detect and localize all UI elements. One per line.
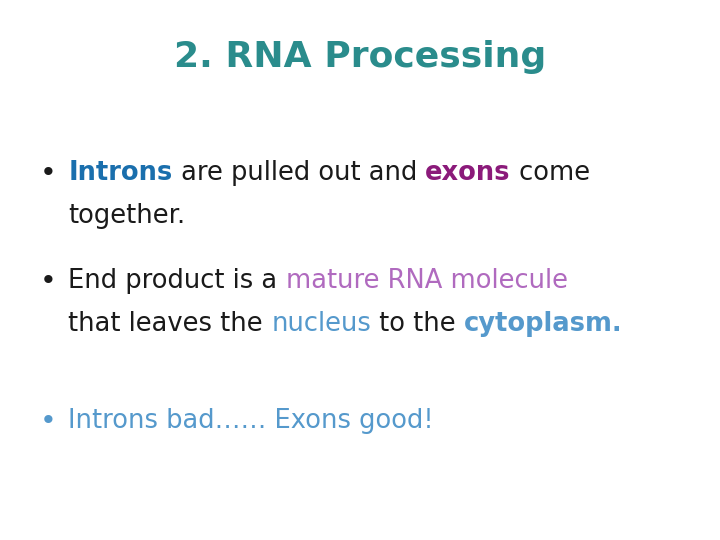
Text: End product is a: End product is a (68, 268, 286, 294)
Text: Introns: Introns (68, 160, 173, 186)
Text: 2. RNA Processing: 2. RNA Processing (174, 40, 546, 73)
Text: together.: together. (68, 203, 186, 229)
Text: come: come (510, 160, 590, 186)
Text: nucleus: nucleus (271, 311, 371, 337)
Text: •: • (40, 267, 56, 295)
Text: mature RNA molecule: mature RNA molecule (286, 268, 567, 294)
Text: exons: exons (425, 160, 510, 186)
Text: that leaves the: that leaves the (68, 311, 271, 337)
Text: •: • (40, 407, 56, 435)
Text: to the: to the (371, 311, 464, 337)
Text: Introns bad…… Exons good!: Introns bad…… Exons good! (68, 408, 434, 434)
Text: are pulled out and: are pulled out and (173, 160, 425, 186)
Text: •: • (40, 159, 56, 187)
Text: cytoplasm.: cytoplasm. (464, 311, 622, 337)
